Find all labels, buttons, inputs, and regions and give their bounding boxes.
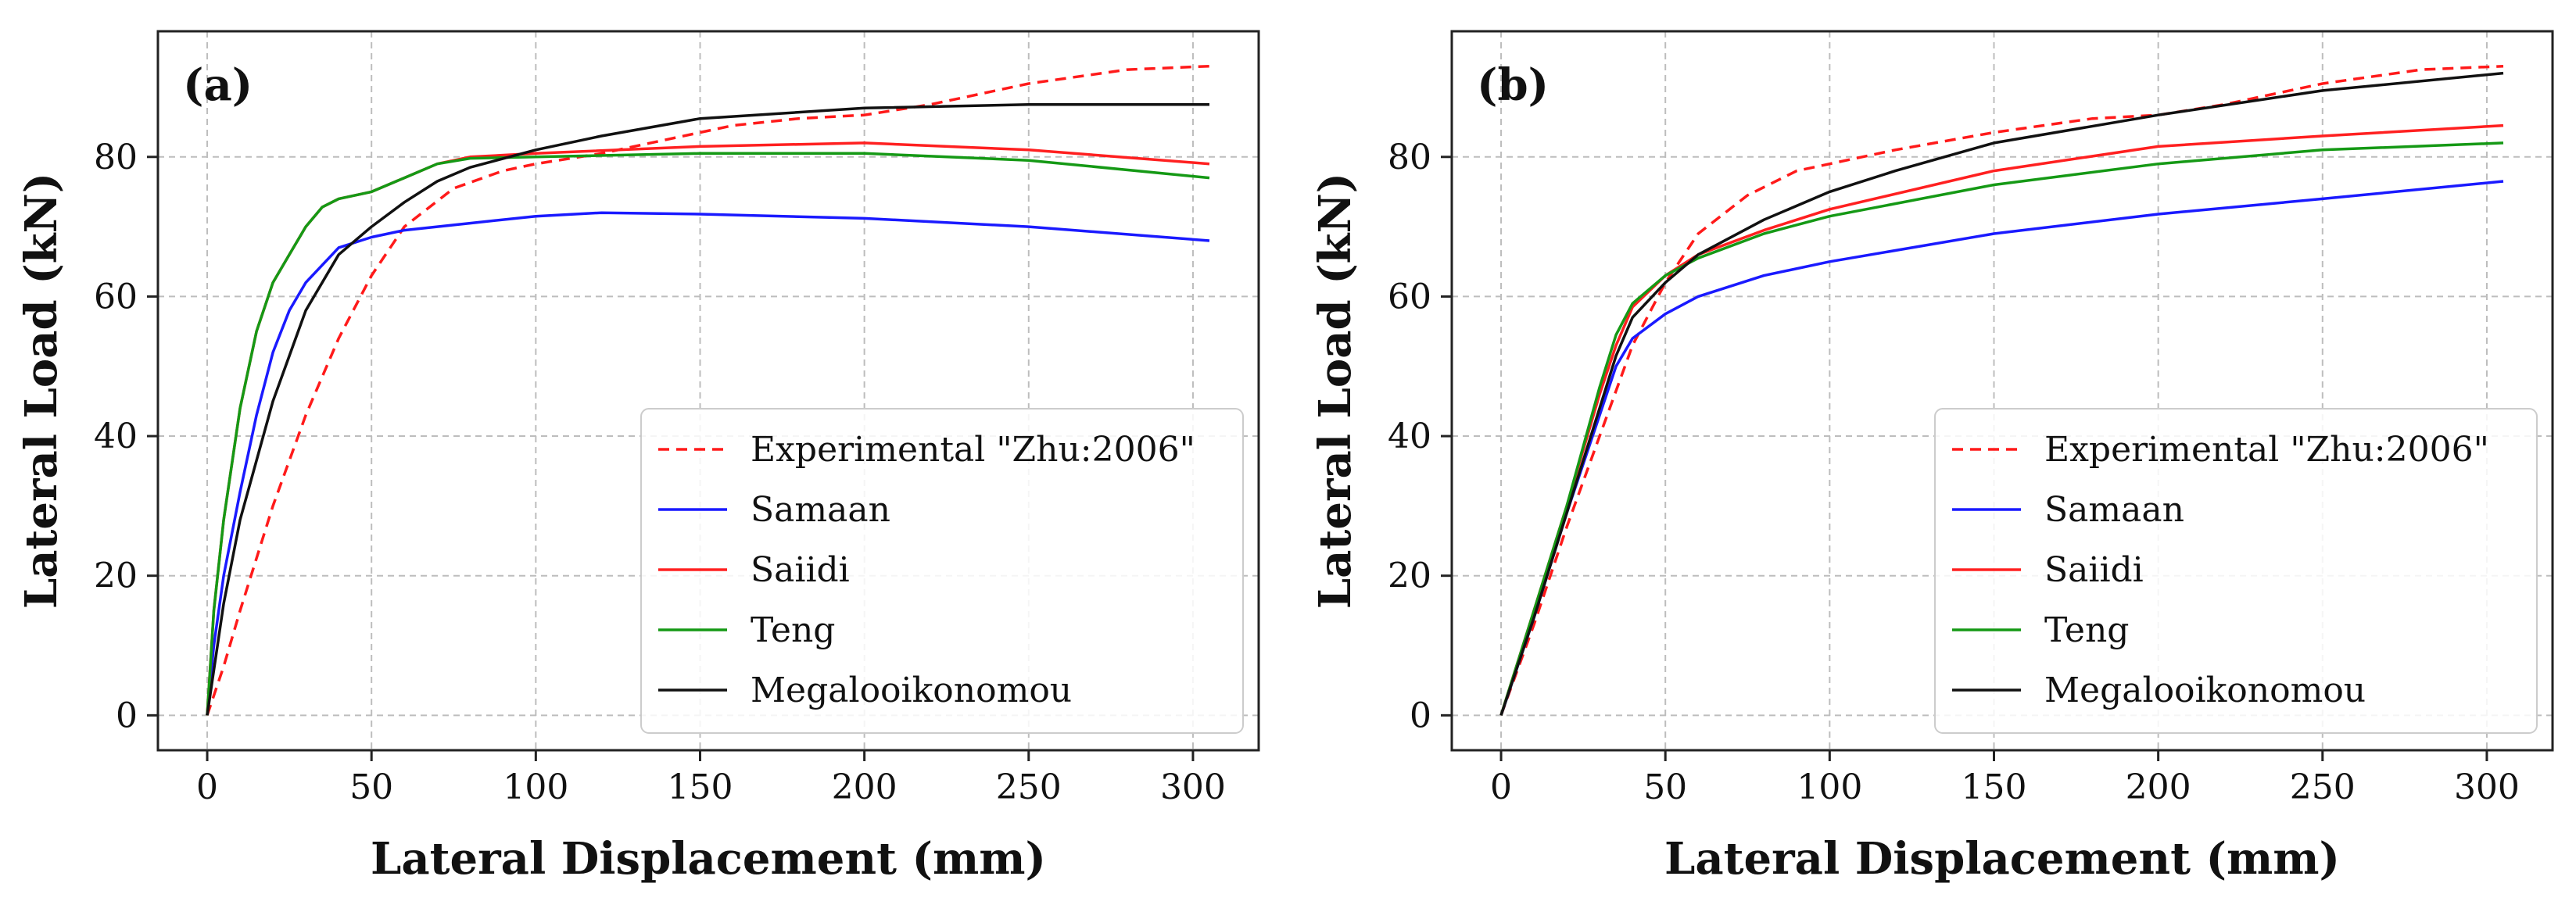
panel-a-y-axis-title: Lateral Load (kN) [16, 173, 67, 609]
panel-b-ytick-label-0: 0 [1410, 696, 1431, 735]
panel-a-legend-label-3: Teng [751, 610, 835, 650]
panel-b-legend-label-1: Samaan [2044, 490, 2184, 530]
panel-b-label: (b) [1477, 59, 1549, 111]
panel-b-xtick-label-250: 250 [2290, 767, 2356, 807]
panel-a-ytick-label-0: 0 [116, 696, 138, 735]
panel-a-frame [156, 30, 1260, 752]
panel-b-xtick-label-200: 200 [2126, 767, 2191, 807]
panel-a-series-line-3 [206, 152, 1210, 716]
panel-a-xtick-label-200: 200 [832, 767, 897, 807]
panel-a-legend-label-4: Megalooikonomou [751, 671, 1072, 710]
panel-b-series-line-4 [1499, 71, 2504, 716]
panel-a-xtick-label-150: 150 [668, 767, 733, 807]
panel-b-legend: Experimental "Zhu:2006" Samaan Saiidi Teng M… [1934, 408, 2538, 734]
panel-a-ytick-label-40: 40 [94, 417, 138, 456]
panel-a-xtick-label-250: 250 [996, 767, 1062, 807]
panel-b-ytick-label-60: 60 [1388, 277, 1431, 317]
panel-a-series-line-4 [206, 103, 1209, 716]
panel-b: 0 50 100 150 200 250 300 0 20 40 60 80 Lateral Displ… [1309, 30, 2554, 885]
panel-b-xtick-label-300: 300 [2454, 767, 2520, 807]
panel-b-x-axis-title: Lateral Displacement (mm) [1664, 833, 2340, 885]
panel-a-xtick-label-300: 300 [1160, 767, 1226, 807]
panel-a-xtick-label-50: 50 [349, 767, 393, 807]
panel-a-ytick-label-60: 60 [94, 277, 138, 317]
panel-a-label: (a) [183, 59, 253, 111]
panel-b-ytick-label-80: 80 [1388, 138, 1431, 177]
panel-b-legend-box [1934, 408, 2538, 734]
panel-b-xtick-label-150: 150 [1962, 767, 2027, 807]
panel-a-ytick-label-20: 20 [94, 556, 138, 596]
panel-a-xtick-label-0: 0 [196, 767, 218, 807]
panel-a-xtick-label-100: 100 [503, 767, 568, 807]
panel-a-legend-label-1: Samaan [751, 490, 890, 530]
panel-b-legend-label-0: Experimental "Zhu:2006" [2044, 430, 2489, 470]
panel-b-series-line-0 [1499, 64, 2504, 716]
panel-b-y-axis-title: Lateral Load (kN) [1309, 173, 1361, 609]
panel-b-legend-label-4: Megalooikonomou [2044, 671, 2366, 710]
panel-b-legend-label-2: Saiidi [2044, 550, 2144, 590]
panel-a: 0 50 100 150 200 250 300 0 20 40 60 80 Lateral Displ… [16, 30, 1260, 885]
panel-a-legend-label-0: Experimental "Zhu:2006" [751, 430, 1195, 470]
panel-b-ytick-label-20: 20 [1388, 556, 1431, 596]
panel-a-legend-box [640, 408, 1244, 734]
panel-b-xtick-label-50: 50 [1643, 767, 1687, 807]
panel-b-legend-label-3: Teng [2044, 610, 2129, 650]
panel-a-legend-label-2: Saiidi [751, 550, 850, 590]
panel-a-ytick-label-80: 80 [94, 138, 138, 177]
panel-b-xtick-label-0: 0 [1490, 767, 1512, 807]
panel-a-x-axis-title: Lateral Displacement (mm) [371, 833, 1046, 885]
panel-b-frame [1450, 30, 2554, 752]
panel-b-xtick-label-100: 100 [1797, 767, 1862, 807]
panel-a-legend: Experimental "Zhu:2006" Samaan Saiidi Teng M… [640, 408, 1244, 734]
panel-b-ytick-label-40: 40 [1388, 417, 1431, 456]
